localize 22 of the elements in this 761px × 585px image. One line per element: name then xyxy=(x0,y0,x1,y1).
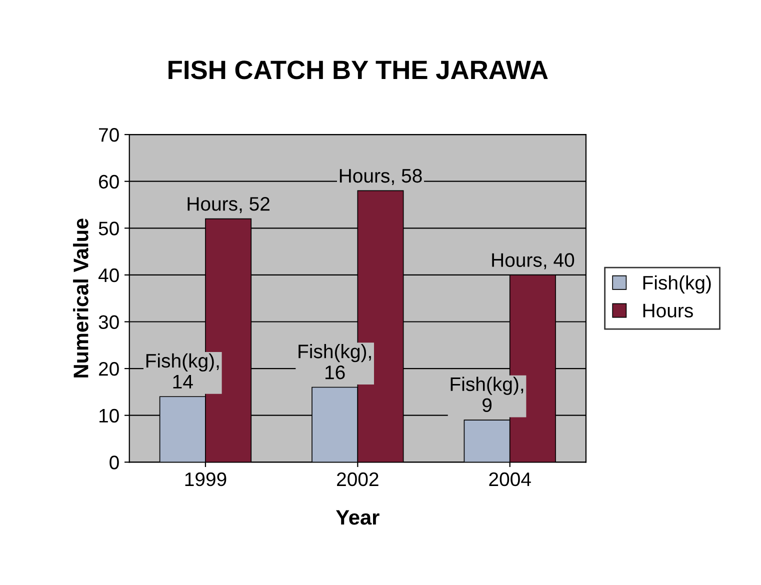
y-tick-label: 40 xyxy=(98,268,119,282)
y-tick-label: 0 xyxy=(110,456,119,470)
y-tick-label: 70 xyxy=(99,128,119,142)
y-tick-label: 50 xyxy=(98,222,119,236)
y-tick-label: 60 xyxy=(99,174,119,189)
chart-title: FISH CATCH BY THE JARAWA xyxy=(168,60,548,80)
legend-label: Fish(kg) xyxy=(643,275,711,294)
x-tick-label: 1999 xyxy=(185,472,226,486)
y-axis-title: Numerical Value xyxy=(73,218,88,378)
y-tick-label: 10 xyxy=(100,408,119,423)
y-tick-label: 30 xyxy=(98,315,119,329)
x-tick-label: 2004 xyxy=(489,472,531,486)
y-tick-label: 20 xyxy=(99,362,119,376)
data-label: Hours, 52 xyxy=(188,197,270,214)
data-label: Hours, 58 xyxy=(340,168,422,185)
x-tick-label: 2002 xyxy=(337,472,378,486)
data-label: Hours, 40 xyxy=(492,253,574,270)
data-label: Fish(kg), 9 xyxy=(450,376,524,412)
data-label: Fish(kg), 16 xyxy=(298,344,371,380)
x-axis-title: Year xyxy=(336,510,380,525)
legend-label: Hours xyxy=(643,304,693,318)
data-label: Fish(kg), 14 xyxy=(146,353,219,388)
